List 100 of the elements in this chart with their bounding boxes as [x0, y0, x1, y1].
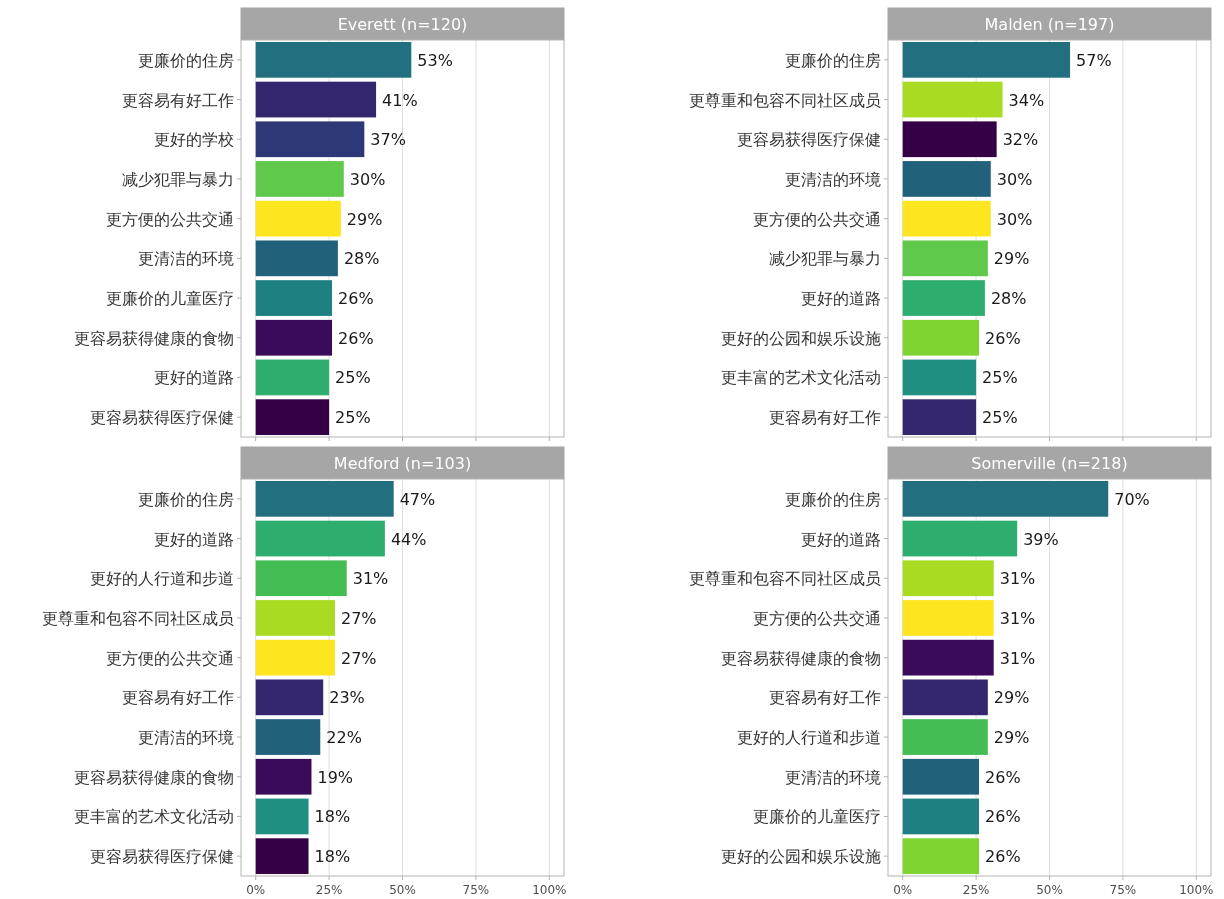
y-tick-label: 更清洁的环境 [138, 728, 234, 748]
chart-title: Everett (n=120) [337, 15, 468, 34]
y-tick-label: 更廉价的住房 [785, 489, 881, 509]
y-tick-label: 更好的人行道和步道 [737, 728, 881, 748]
data-label: 23% [329, 688, 365, 708]
data-label: 29% [993, 728, 1030, 748]
bar [902, 280, 985, 316]
bar [255, 679, 324, 716]
y-tick-label: 更容易有好工作 [122, 90, 234, 110]
bar [255, 319, 333, 356]
bar [255, 719, 321, 755]
bar [902, 81, 1003, 118]
x-tick-label: 100% [532, 883, 567, 897]
chart-title: Medford (n=103) [333, 454, 472, 473]
data-label: 30% [996, 169, 1033, 189]
data-label: 30% [349, 169, 386, 189]
y-tick-label: 更容易获得健康的食物 [74, 767, 234, 787]
bar [902, 600, 994, 636]
data-label: 31% [999, 569, 1036, 589]
bar [255, 359, 330, 396]
y-tick-label: 更好的道路 [154, 529, 234, 549]
data-label: 57% [1076, 50, 1112, 70]
bar [902, 359, 977, 396]
bar [902, 399, 977, 436]
y-tick-label: 更廉价的住房 [138, 489, 234, 509]
data-label: 47% [399, 489, 436, 509]
y-tick-label: 更廉价的住房 [785, 50, 881, 70]
y-tick-label: 更清洁的环境 [785, 169, 881, 189]
bar [255, 121, 365, 158]
y-tick-label: 更容易获得医疗保健 [90, 847, 234, 867]
data-label: 22% [326, 728, 362, 748]
bar [902, 639, 994, 676]
y-tick-label: 更廉价的儿童医疗 [753, 807, 881, 827]
data-label: 25% [335, 368, 371, 388]
bar [902, 520, 1018, 557]
bar [902, 838, 980, 875]
data-label: 34% [1008, 90, 1045, 110]
bar [902, 200, 991, 237]
y-tick-label: 更清洁的环境 [138, 249, 234, 269]
y-tick-label: 更好的道路 [801, 529, 881, 549]
bar [255, 560, 347, 597]
x-tick-label: 75% [1109, 883, 1137, 897]
bar [902, 121, 997, 158]
y-tick-label: 更好的学校 [154, 130, 234, 150]
data-label: 41% [382, 90, 418, 110]
data-label: 53% [417, 50, 453, 70]
bar [255, 520, 385, 557]
x-tick-label: 100% [1179, 883, 1214, 897]
data-label: 44% [390, 529, 427, 549]
y-tick-label: 更好的道路 [154, 368, 234, 388]
data-label: 26% [985, 807, 1021, 827]
data-label: 31% [999, 608, 1036, 628]
y-tick-label: 更尊重和包容不同社区成员 [689, 569, 881, 589]
y-tick-label: 更容易获得健康的食物 [721, 648, 881, 668]
data-label: 26% [985, 328, 1021, 348]
data-label: 28% [990, 289, 1027, 309]
data-label: 28% [343, 249, 380, 269]
y-tick-label: 更方便的公共交通 [106, 209, 234, 229]
y-tick-label: 更容易获得医疗保健 [737, 130, 881, 150]
bar [255, 240, 338, 277]
bar [255, 758, 312, 795]
data-label: 27% [340, 608, 377, 628]
bar [255, 81, 377, 118]
bar [255, 798, 309, 835]
y-tick-label: 更丰富的艺术文化活动 [74, 807, 234, 827]
bar [902, 798, 980, 835]
bar [255, 399, 330, 436]
bar [255, 280, 333, 316]
y-tick-label: 更方便的公共交通 [753, 608, 881, 628]
x-tick-label: 0% [893, 883, 913, 897]
data-label: 39% [1023, 529, 1059, 549]
y-tick-label: 更廉价的住房 [138, 50, 234, 70]
y-tick-label: 更容易有好工作 [769, 688, 881, 708]
y-tick-label: 更容易有好工作 [122, 688, 234, 708]
data-label: 37% [370, 130, 406, 150]
data-label: 25% [335, 408, 371, 428]
data-label: 30% [996, 209, 1033, 229]
chart-title: Malden (n=197) [984, 15, 1115, 34]
y-tick-label: 更丰富的艺术文化活动 [721, 368, 881, 388]
x-tick-label: 25% [962, 883, 990, 897]
bar [902, 679, 988, 716]
y-tick-label: 更清洁的环境 [785, 767, 881, 787]
data-label: 26% [338, 328, 374, 348]
x-tick-label: 50% [389, 883, 416, 897]
data-label: 70% [1114, 489, 1150, 509]
y-tick-label: 更好的公园和娱乐设施 [721, 847, 881, 867]
y-tick-label: 更容易有好工作 [769, 408, 881, 428]
data-label: 26% [985, 767, 1021, 787]
data-label: 18% [314, 807, 351, 827]
y-tick-label: 更尊重和包容不同社区成员 [42, 608, 234, 628]
bar [255, 838, 309, 875]
data-label: 27% [340, 648, 377, 668]
x-tick-label: 75% [462, 883, 490, 897]
bar [902, 719, 988, 755]
x-tick-label: 25% [315, 883, 343, 897]
data-label: 25% [982, 408, 1018, 428]
bar [255, 600, 335, 636]
bar [902, 758, 980, 795]
x-tick-label: 50% [1036, 883, 1063, 897]
bar [255, 161, 344, 197]
